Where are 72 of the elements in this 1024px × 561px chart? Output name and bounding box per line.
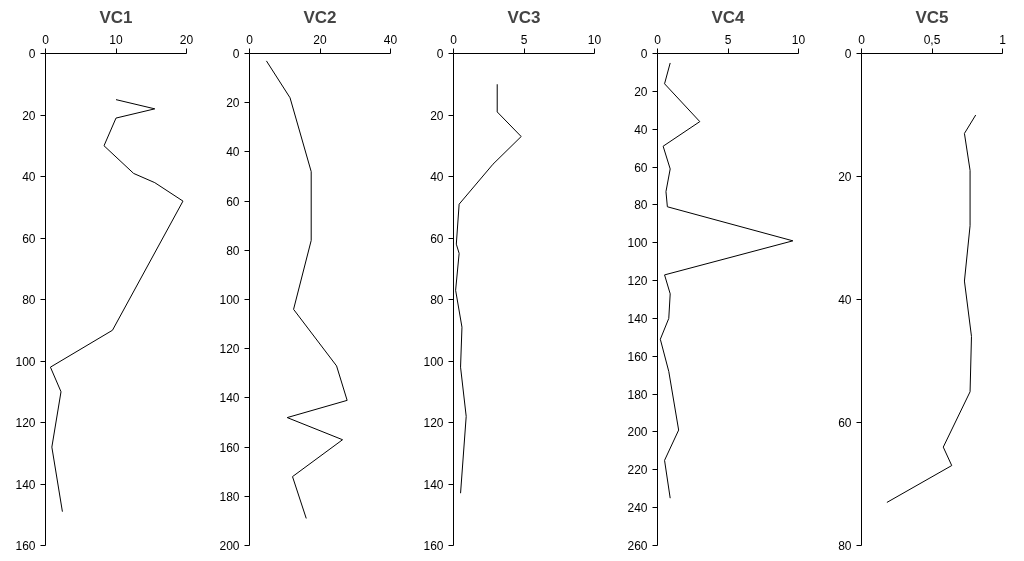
x-tick-label: 5 xyxy=(520,32,528,47)
y-tick-label: 0 xyxy=(28,47,36,61)
y-tick-label: 120 xyxy=(15,416,36,430)
y-tick-label: 40 xyxy=(634,122,648,137)
chart-title: VC2 xyxy=(303,7,337,27)
chart-title: VC3 xyxy=(507,7,541,27)
y-tick-label: 120 xyxy=(219,342,240,357)
x-tick-label: 0 xyxy=(858,32,866,47)
y-tick-label: 100 xyxy=(15,354,36,369)
y-tick-label: 20 xyxy=(634,84,648,99)
x-tick-label: 0 xyxy=(654,32,662,47)
y-tick-label: 60 xyxy=(634,160,648,175)
y-tick-label: 100 xyxy=(423,354,444,369)
y-tick-label: 120 xyxy=(627,274,648,289)
x-tick-label: 0 xyxy=(246,32,254,47)
line-series xyxy=(886,114,977,503)
y-tick-label: 260 xyxy=(627,539,648,553)
x-tick-label: 1 xyxy=(999,32,1007,47)
y-tick-label: 20 xyxy=(226,96,240,111)
y-tick-label: 80 xyxy=(634,198,648,213)
y-tick-label: 0 xyxy=(232,47,240,61)
chart-title: VC5 xyxy=(915,7,949,27)
y-tick-label: 240 xyxy=(627,501,648,516)
y-tick-label: 140 xyxy=(219,391,240,406)
y-tick-label: 0 xyxy=(436,47,444,61)
y-tick-label: 160 xyxy=(15,539,36,553)
y-tick-label: 160 xyxy=(219,440,240,455)
x-tick-label: 10 xyxy=(791,32,806,47)
y-tick-label: 60 xyxy=(838,416,852,430)
line-series xyxy=(265,60,348,519)
y-tick-label: 80 xyxy=(226,243,240,258)
y-tick-label: 160 xyxy=(423,539,444,553)
y-tick-label: 80 xyxy=(22,293,36,307)
y-tick-label: 0 xyxy=(640,47,648,61)
y-tick-label: 40 xyxy=(838,293,852,307)
x-tick-label: 5 xyxy=(724,32,732,47)
x-tick-label: 20 xyxy=(313,32,327,47)
y-tick-label: 180 xyxy=(219,489,240,504)
x-tick-label: 0,5 xyxy=(923,32,941,47)
y-tick-label: 40 xyxy=(22,170,36,184)
x-tick-label: 0 xyxy=(450,32,458,47)
y-tick-label: 20 xyxy=(838,170,852,184)
y-tick-label: 140 xyxy=(15,477,36,492)
y-tick-label: 100 xyxy=(627,236,648,251)
y-tick-label: 40 xyxy=(430,170,444,184)
y-tick-label: 0 xyxy=(844,47,852,61)
line-series xyxy=(49,99,184,513)
chart-title: VC4 xyxy=(711,7,746,27)
y-tick-label: 60 xyxy=(430,231,444,246)
y-tick-label: 20 xyxy=(22,108,36,123)
y-tick-label: 140 xyxy=(627,311,648,326)
y-tick-label: 100 xyxy=(219,293,240,307)
y-tick-label: 220 xyxy=(627,463,648,478)
chart-title: VC1 xyxy=(99,7,133,27)
y-tick-label: 160 xyxy=(627,349,648,364)
y-tick-label: 80 xyxy=(838,539,852,553)
y-tick-label: 80 xyxy=(430,293,444,307)
y-tick-label: 120 xyxy=(423,416,444,430)
x-tick-label: 20 xyxy=(179,32,194,47)
x-tick-label: 0 xyxy=(42,32,50,47)
y-tick-label: 20 xyxy=(430,108,444,123)
line-series xyxy=(659,62,794,499)
y-tick-label: 200 xyxy=(219,539,240,553)
y-tick-label: 140 xyxy=(423,477,444,492)
y-tick-label: 60 xyxy=(22,231,36,246)
x-tick-label: 10 xyxy=(587,32,602,47)
x-tick-label: 10 xyxy=(109,32,123,47)
y-tick-label: 180 xyxy=(627,387,648,402)
y-tick-label: 200 xyxy=(627,425,648,440)
x-tick-label: 40 xyxy=(383,32,398,47)
y-tick-label: 60 xyxy=(226,194,240,209)
y-tick-label: 40 xyxy=(226,145,240,160)
